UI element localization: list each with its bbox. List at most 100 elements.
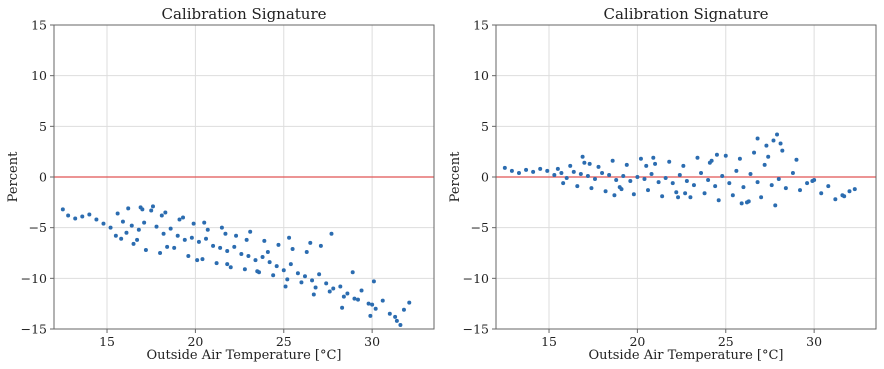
right-point [695,155,700,160]
right-y-tick-label: −10 [463,271,489,286]
left-point [398,322,403,327]
right-point [706,178,711,183]
right-point [683,191,688,196]
left-point [302,274,307,279]
right-point [734,168,739,173]
left-y-axis-label: Percent [6,151,21,202]
left-point [265,249,270,254]
left-point [288,262,293,267]
left-point [191,221,196,226]
left-point [124,230,129,235]
right-chart-title: Calibration Signature [603,5,768,23]
left-point [368,313,373,318]
right-point [702,191,707,196]
left-point [131,241,136,246]
left-point [218,245,223,250]
left-point [120,219,125,224]
right-y-tick-label: 5 [481,119,489,134]
right-point [564,176,569,181]
left-point [223,231,228,236]
left-point [165,244,170,249]
right-point [596,164,601,169]
right-point [730,193,735,198]
left-point [371,279,376,284]
right-point [755,180,760,185]
right-point [819,191,824,196]
left-point [407,300,412,305]
left-points [60,204,412,327]
left-point [140,207,145,212]
right-point [600,170,605,175]
left-point [175,233,180,238]
left-point [260,255,265,260]
right-y-tick-label: 0 [481,170,489,185]
right-point [571,169,576,174]
left-point [189,235,194,240]
right-point [538,166,543,171]
right-point [713,184,718,189]
left-point [186,254,191,259]
left-point [225,248,230,253]
right-point [798,188,802,193]
right-point [635,175,640,179]
left-point [163,210,168,215]
right-x-tick-label: 15 [541,334,557,349]
left-x-tick-label: 20 [187,334,203,349]
right-point [585,173,590,178]
right-point [621,173,626,178]
left-point [329,231,334,236]
right-point [716,198,721,203]
right-point [607,172,612,177]
right-point [667,159,672,164]
left-point [295,271,300,276]
left-point [158,251,163,255]
left-point [119,236,124,241]
left-point [108,225,113,230]
right-point [794,157,799,162]
left-point [113,233,118,238]
left-point [318,243,323,248]
right-y-tick-label: −5 [471,220,489,235]
left-x-axis-label: Outside Air Temperature [°C] [146,348,341,363]
right-point [628,179,633,184]
left-point [255,269,260,274]
right-x-tick-label: 20 [629,334,645,349]
left-point [401,307,406,312]
right-x-axis-label: Outside Air Temperature [°C] [588,348,783,363]
right-point [651,155,656,160]
right-points [502,132,857,208]
right-y-tick-label: 10 [473,68,489,83]
left-point [234,233,239,238]
right-point [707,160,712,165]
right-point [638,156,643,161]
right-point [826,184,831,189]
left-point [154,224,159,229]
chart-left: 15 20 25 30 −15 −10 −5 0 5 10 15 Calibration Signat… [0,0,442,365]
left-y-tick-label: 15 [31,18,47,33]
left-point [352,296,357,301]
right-point [575,184,580,189]
right-point [660,194,665,199]
right-point [502,165,507,170]
left-point [101,221,106,226]
right-point [783,186,788,191]
right-point [646,188,650,193]
left-point [394,318,399,323]
right-point [759,195,764,200]
left-x-tick-label: 30 [364,334,380,349]
right-point [741,185,746,190]
right-point [603,189,608,194]
left-point [66,213,71,218]
left-point [393,314,398,319]
left-point [228,265,233,270]
left-x-tick-label: 25 [276,334,292,349]
left-point [350,270,355,275]
right-point [842,194,847,199]
left-point [276,242,281,247]
right-point [619,187,624,192]
left-point [161,231,166,236]
right-point [755,136,760,141]
left-point [60,207,65,212]
left-point [142,220,147,225]
right-point [720,173,725,178]
